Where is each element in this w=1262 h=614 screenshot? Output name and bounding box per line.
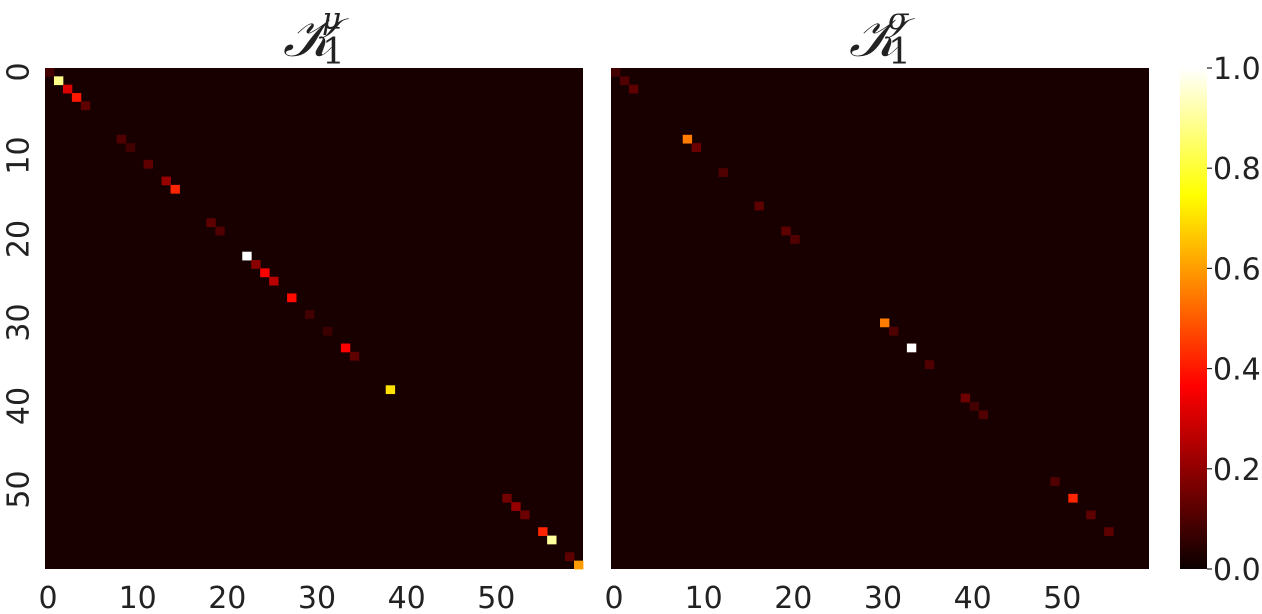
y-tick-label: 0 — [2, 62, 37, 81]
x-tick-label: 0 — [38, 581, 57, 614]
heatmap-cell — [511, 502, 521, 511]
heatmap-cell — [45, 68, 55, 77]
heatmap-cell — [349, 351, 360, 361]
colorbar-tick-label: 0.0 — [1213, 553, 1261, 588]
heatmap-cell — [161, 176, 171, 186]
heatmap-cell — [718, 168, 728, 177]
heatmap-cell — [1104, 527, 1114, 536]
heatmap-cell — [565, 552, 575, 562]
x-axis-ticks: 0 10 20 30 40 50 — [604, 581, 1081, 614]
heatmap-cell — [880, 318, 890, 328]
heatmap-cell — [906, 343, 917, 353]
colorbar-tick-label: 0.2 — [1213, 453, 1261, 488]
heatmap-cell — [322, 326, 333, 336]
colorbar-tick-label: 0.4 — [1213, 353, 1261, 388]
heatmap-cell — [619, 76, 630, 86]
panel-title-subscript: 1 — [322, 32, 345, 73]
heatmap-cell — [790, 235, 800, 244]
heatmap-cell — [1086, 510, 1096, 520]
panel-title-superscript: μ — [322, 2, 342, 37]
y-tick-label: 50 — [2, 470, 37, 508]
heatmap-cell — [628, 84, 639, 94]
heatmap-cells — [611, 68, 1149, 569]
heatmap-cell — [340, 343, 351, 353]
heatmap-cell — [125, 143, 136, 152]
heatmap-cell — [62, 84, 73, 94]
heatmap-cell — [251, 260, 261, 269]
heatmap-cell — [611, 68, 621, 77]
heatmap-cell — [574, 560, 584, 570]
x-axis-ticks: 0 10 20 30 40 50 — [38, 581, 515, 614]
colorbar-tick-label: 1.0 — [1213, 52, 1261, 87]
heatmap-cell — [547, 535, 557, 545]
heatmap-cell — [978, 410, 988, 420]
heatmap-cell — [888, 326, 899, 336]
x-tick-label: 20 — [208, 581, 246, 614]
colorbar-ticks: 0.0 0.2 0.4 0.6 0.8 1.0 — [1207, 52, 1261, 588]
heatmap-cells — [45, 68, 584, 570]
heatmap-cell — [116, 134, 127, 144]
heatmap-cell — [53, 76, 64, 86]
x-tick-label: 10 — [119, 581, 157, 614]
heatmap-cell — [682, 134, 693, 144]
heatmap-cell — [80, 101, 91, 111]
heatmap-cell — [385, 385, 396, 395]
x-tick-label: 40 — [954, 581, 992, 614]
y-axis-ticks: 0 10 20 30 40 50 — [2, 62, 37, 508]
heatmap-cell — [242, 251, 252, 261]
y-tick-label: 40 — [2, 387, 37, 425]
heatmap-cell — [260, 268, 270, 278]
heatmap-panel-sigma: 𝒦 1 σ 0 10 20 30 40 50 — [604, 2, 1149, 614]
heatmap-cell — [502, 493, 512, 503]
x-tick-label: 30 — [864, 581, 902, 614]
heatmap-cell — [287, 293, 297, 303]
colorbar-gradient — [1180, 68, 1207, 569]
x-tick-label: 50 — [1043, 581, 1081, 614]
heatmap-cell — [269, 276, 279, 286]
heatmap-cell — [754, 201, 764, 211]
heatmap-cell — [538, 527, 548, 536]
heatmap-cell — [1068, 493, 1078, 503]
colorbar-tick-label: 0.8 — [1213, 152, 1261, 187]
heatmap-cell — [969, 402, 980, 411]
panel-title-subscript: 1 — [888, 32, 911, 73]
heatmap-cell — [170, 184, 180, 194]
y-tick-label: 10 — [2, 136, 37, 174]
heatmap-cell — [215, 226, 225, 236]
x-tick-label: 50 — [477, 581, 515, 614]
heatmap-cell — [520, 510, 530, 520]
heatmap-cell — [1050, 477, 1060, 486]
panel-title-superscript: σ — [888, 2, 910, 37]
heatmap-cell — [924, 360, 935, 369]
colorbar: 0.0 0.2 0.4 0.6 0.8 1.0 — [1180, 52, 1261, 588]
heatmap-cell — [206, 218, 216, 228]
x-tick-label: 40 — [388, 581, 426, 614]
x-tick-label: 30 — [298, 581, 336, 614]
x-tick-label: 20 — [774, 581, 812, 614]
x-tick-label: 0 — [604, 581, 623, 614]
heatmap-cell — [71, 93, 82, 102]
heatmap-cell — [691, 143, 702, 152]
colorbar-tick-label: 0.6 — [1213, 252, 1261, 287]
y-tick-label: 30 — [2, 303, 37, 341]
x-tick-label: 10 — [685, 581, 723, 614]
heatmap-cell — [143, 159, 153, 169]
heatmap-cell — [781, 226, 791, 236]
heatmap-cell — [305, 310, 315, 319]
heatmap-cell — [960, 393, 971, 403]
y-tick-label: 20 — [2, 220, 37, 258]
